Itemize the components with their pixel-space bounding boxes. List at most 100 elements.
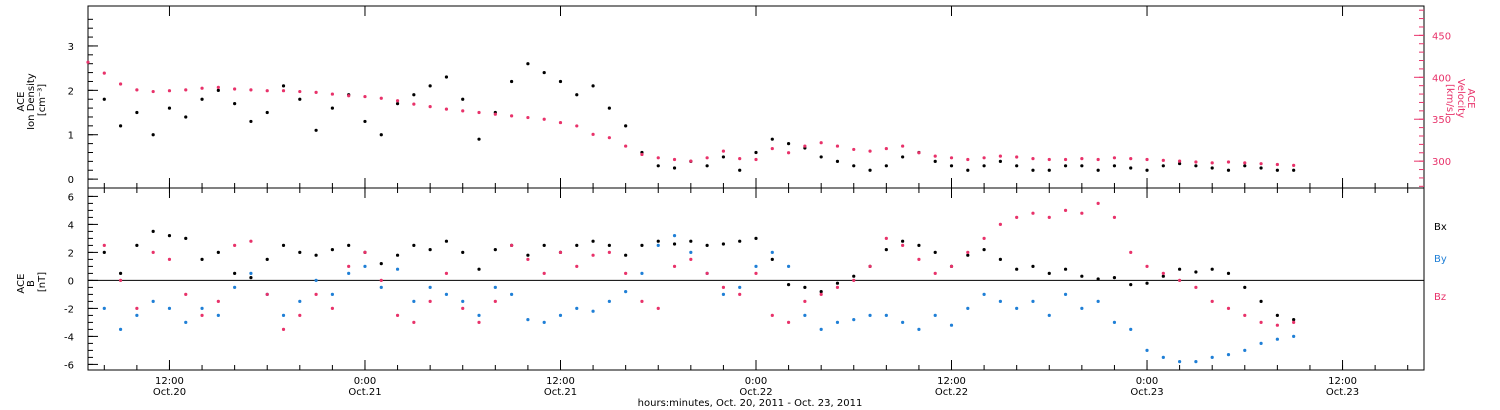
bottom-tick-label: 4 [68,220,74,231]
density-point [249,119,253,124]
bx-point [1178,267,1182,271]
bz-point [298,313,302,317]
velocity-point [1112,156,1117,160]
density-point [363,119,367,124]
by-point [1112,320,1117,324]
x-tick-time-label: 0:00 [354,376,376,387]
bx-point [754,236,758,240]
by-point [917,327,921,331]
bx-point [917,243,921,247]
density-point [477,137,481,141]
velocity-point [1031,157,1035,161]
velocity-point [575,124,579,128]
velocity-point [493,112,497,116]
velocity-point [347,94,351,98]
density-point [233,102,237,106]
bz-point [379,278,383,282]
bz-point [624,271,628,275]
bx-point [689,239,693,243]
velocity-point [1096,157,1100,162]
by-point [233,285,237,289]
bx-point [542,243,546,247]
bz-point [558,250,563,254]
bz-point [852,278,856,282]
bottom-tick-label: 2 [68,248,74,259]
bottom-panel-marks [102,201,1296,364]
bz-point [347,264,351,268]
density-point [933,159,937,163]
by-point [184,320,188,324]
bx-point [1112,276,1117,280]
bx-point [786,283,791,287]
by-point [1275,337,1279,341]
bz-point [884,236,888,240]
top-left-tick-label: 1 [68,131,74,142]
by-point [542,320,546,324]
bx-point [1129,283,1133,287]
density-point [216,88,220,92]
bz-point [1178,278,1182,282]
velocity-point [1047,157,1051,162]
velocity-point [216,85,220,89]
by-point [477,313,481,317]
bottom-tick-label: 0 [68,276,74,287]
bz-point [786,320,791,324]
by-point [624,290,628,294]
velocity-point [640,152,644,157]
density-point [200,97,204,101]
bz-point [1080,211,1084,215]
bottom-tick-label: 6 [68,192,74,203]
top-right-tick-label: 400 [1432,73,1451,84]
bz-point [1015,215,1019,219]
bz-point [118,278,123,282]
density-point [281,84,286,88]
bz-point [575,264,579,268]
bx-point [298,250,302,254]
bx-point [1047,271,1051,275]
velocity-point [184,88,188,92]
x-axis-label: hours:minutes, Oct. 20, 2011 - Oct. 23, … [638,398,863,409]
density-point [901,155,905,159]
bottom-panel-frame [87,187,1425,371]
bx-point [835,281,840,285]
velocity-point [689,159,693,163]
velocity-point [135,88,139,92]
by-point [835,320,840,324]
bx-point [118,271,123,275]
bx-point [526,253,530,257]
bx-point [281,243,286,247]
velocity-point [901,144,905,148]
bz-point [542,271,546,275]
by-point [510,292,514,296]
bx-point [1243,285,1247,289]
bz-point [1112,215,1117,219]
velocity-point [428,105,432,109]
density-point [1259,166,1263,170]
by-point [607,299,611,303]
density-point [1178,161,1182,166]
bx-point [1194,270,1198,274]
bz-point [249,239,253,243]
legend-bx: Bx [1434,222,1447,233]
top-left-tick-label: 0 [68,175,74,186]
density-point [1063,164,1068,168]
velocity-point [412,102,416,106]
bx-point [265,257,269,261]
bz-point [526,257,530,261]
bx-point [721,242,726,246]
bz-point [1259,320,1263,324]
density-point [428,84,432,88]
bx-point [379,262,383,266]
bx-point [607,243,611,247]
x-tick-date-label: Oct.23 [1130,387,1163,398]
density-point [1243,164,1247,168]
by-point [249,271,253,275]
density-point [265,110,269,115]
velocity-point [167,89,172,93]
bx-point [233,271,237,275]
bz-point [330,306,334,310]
by-point [1015,306,1019,310]
density-point [412,93,416,97]
bx-point [640,243,644,247]
bx-point [135,243,139,247]
